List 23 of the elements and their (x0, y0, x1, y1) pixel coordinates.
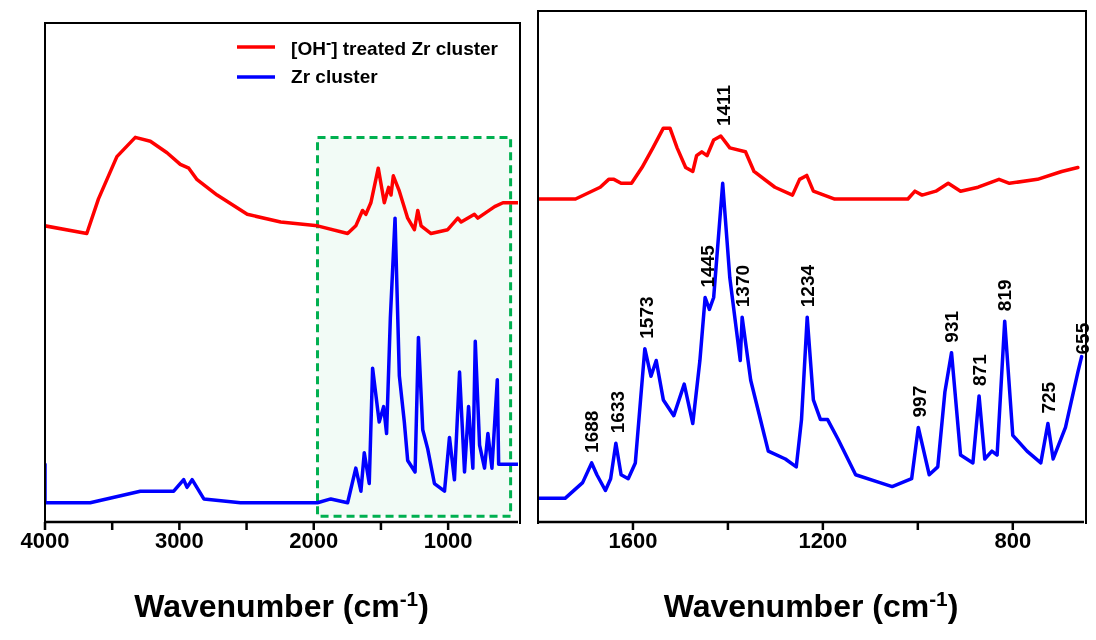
annotation: 1573 (635, 296, 657, 339)
annotation: 1688 (581, 410, 603, 453)
annotation: 997 (909, 385, 931, 418)
annotation: 1370 (732, 264, 754, 308)
legend-label: Zr cluster (291, 66, 378, 89)
x-tick-label: 1000 (423, 527, 473, 553)
annotation: 1234 (796, 264, 818, 308)
x-tick-label: 4000 (20, 527, 70, 553)
annotation: 1411 (712, 84, 734, 127)
legend-label: [OH$^{-}$] treated Zr cluster (291, 34, 498, 61)
annotation: 725 (1038, 381, 1060, 414)
x-axis-title: Wavenumber (cm$^{-1}$) (663, 586, 959, 624)
x-tick-label: 3000 (154, 527, 204, 553)
x-tick-label: 2000 (289, 527, 339, 553)
x-axis-title: Wavenumber (cm$^{-1}$) (134, 586, 429, 624)
annotation: 931 (940, 310, 962, 343)
annotation: 819 (993, 279, 1015, 312)
annotation: 1633 (607, 390, 629, 434)
x-tick-label: 1600 (608, 527, 658, 553)
annotation: 871 (969, 353, 991, 386)
x-tick-label: 800 (994, 527, 1032, 553)
annotation: 1445 (696, 244, 718, 288)
x-tick-label: 1200 (798, 527, 848, 553)
